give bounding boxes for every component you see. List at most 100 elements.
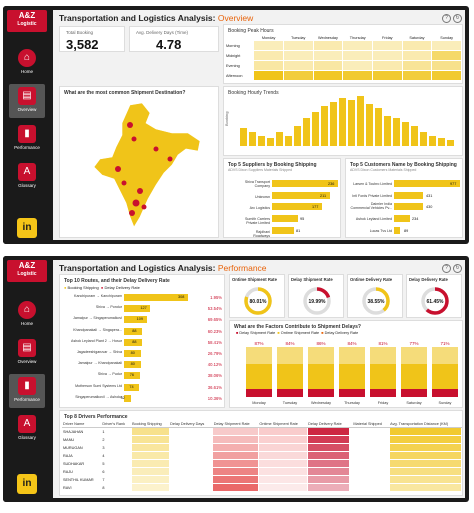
factor-bar-ontime[interactable] (339, 364, 365, 389)
peak-cell[interactable] (312, 70, 344, 81)
driver-row[interactable]: SHAJAHAN 1 (62, 427, 463, 436)
nav-performance[interactable]: ▮ Performance (9, 122, 45, 156)
route-row[interactable]: Jamalpur → Singaperumalkovi 109 69.65% (60, 314, 226, 325)
factors-chart[interactable]: 87% Monday 84% Tuesday 86% Wednesday 84% Thursd… (230, 337, 464, 409)
driver-row[interactable]: MURUGAN 3 (62, 443, 463, 452)
route-row[interactable]: Ashok Leyland Plant 2 → Hosur 88 58.41% (60, 337, 226, 348)
route-row[interactable]: Kanchipuram → Kanchipuram 308 1.95% (60, 292, 226, 303)
factor-bar-top[interactable] (308, 347, 334, 364)
help-icon[interactable]: ? (442, 264, 451, 273)
factor-bar-delay[interactable] (370, 389, 396, 397)
trend-bar[interactable] (366, 104, 373, 146)
factor-bar-top[interactable] (246, 347, 272, 364)
peak-cell[interactable] (342, 50, 374, 61)
peak-cell[interactable] (253, 40, 284, 51)
factor-bar-ontime[interactable] (370, 364, 396, 389)
route-row[interactable]: Shiva → Pudur 76 38.06% (60, 370, 226, 381)
trend-bar[interactable] (375, 108, 382, 146)
trend-bar[interactable] (267, 138, 274, 146)
india-map[interactable] (60, 99, 220, 239)
factor-bar-ontime[interactable] (277, 364, 303, 389)
trend-bar[interactable] (330, 102, 337, 146)
peak-cell[interactable] (342, 40, 374, 51)
rate-ring[interactable]: 61.45% (407, 284, 463, 318)
factor-bar-ontime[interactable] (401, 364, 427, 389)
trend-bar[interactable] (240, 128, 247, 146)
peak-cell[interactable] (253, 60, 284, 71)
factor-bar-delay[interactable] (246, 389, 272, 397)
peak-cell[interactable] (282, 40, 314, 51)
factor-bar-top[interactable] (370, 347, 396, 364)
peak-cell[interactable] (372, 50, 403, 61)
trend-bar[interactable] (411, 126, 418, 146)
driver-row[interactable]: SUDHAKAR 5 (62, 459, 463, 468)
peak-cell[interactable] (342, 70, 374, 81)
trend-bar[interactable] (429, 136, 436, 146)
peak-cell[interactable] (312, 60, 344, 71)
factor-bar-top[interactable] (432, 347, 458, 364)
peak-cell[interactable] (401, 70, 433, 81)
peak-cell[interactable] (253, 50, 284, 61)
trend-bar[interactable] (258, 136, 265, 146)
factor-bar-top[interactable] (277, 347, 303, 364)
factor-bar-delay[interactable] (401, 389, 427, 397)
trend-bar[interactable] (393, 118, 400, 146)
route-row[interactable]: Khandpanakali → Singapera... 88 60.23% (60, 326, 226, 337)
rate-ring[interactable]: 80.01% (230, 284, 286, 318)
trend-bar[interactable] (312, 112, 319, 146)
route-row[interactable]: Jamalpur → Khandpanakali 80 40.12% (60, 359, 226, 370)
refresh-icon[interactable]: ↻ (453, 264, 462, 273)
nav-performance[interactable]: ▮ Performance (9, 374, 45, 408)
peak-cell[interactable] (253, 70, 284, 81)
factor-bar-ontime[interactable] (246, 364, 272, 389)
nav-home[interactable]: ⌂ Home (9, 298, 45, 332)
routes-chart[interactable]: Kanchipuram → Kanchipuram 308 1.95% Shiva →… (60, 292, 226, 404)
trend-bar[interactable] (420, 132, 427, 146)
peak-cell[interactable] (431, 50, 462, 61)
refresh-icon[interactable]: ↻ (453, 14, 462, 23)
driver-row[interactable]: SENTHIL KUMAR 7 (62, 475, 463, 484)
drivers-header[interactable]: Driver Name (62, 421, 102, 428)
customers-bar-chart[interactable]: Larsen & Toubro Limited Intl Fords Priva… (346, 173, 464, 239)
rate-ring[interactable]: 19.99% (289, 284, 345, 318)
trend-bar[interactable] (303, 118, 310, 146)
peak-cell[interactable] (431, 70, 462, 81)
trend-bar[interactable] (285, 136, 292, 146)
trend-bar[interactable] (321, 106, 328, 146)
route-row[interactable]: Jagadeeshigaruvar → Shiva 80 26.79% (60, 348, 226, 359)
peak-cell[interactable] (282, 50, 314, 61)
nav-home[interactable]: ⌂ Home (9, 46, 45, 80)
peak-cell[interactable] (372, 70, 403, 81)
trend-bar[interactable] (438, 138, 445, 146)
trend-bar[interactable] (384, 116, 391, 146)
peak-cell[interactable] (342, 60, 374, 71)
trend-bar[interactable] (447, 140, 454, 146)
route-row[interactable]: Motherson Sumi Systems Ltd 74 36.61% (60, 382, 226, 393)
trend-bar[interactable] (294, 126, 301, 146)
drivers-header[interactable]: Driver's Rank (101, 421, 132, 428)
trend-bar[interactable] (357, 96, 364, 146)
peak-cell[interactable] (372, 40, 403, 51)
rate-ring[interactable]: 38.55% (348, 284, 404, 318)
driver-row[interactable]: RAJU 6 (62, 467, 463, 476)
nav-glossary[interactable]: A Glossary (9, 160, 45, 194)
booking-trends-chart[interactable]: Booking (224, 96, 464, 156)
trend-bar[interactable] (276, 132, 283, 146)
trend-bar[interactable] (339, 98, 346, 146)
linkedin-icon[interactable]: in (17, 218, 37, 238)
peak-cell[interactable] (312, 50, 344, 61)
factor-bar-delay[interactable] (432, 389, 458, 397)
trend-bar[interactable] (348, 100, 355, 146)
nav-glossary[interactable]: A Glossary (9, 412, 45, 446)
factor-bar-ontime[interactable] (308, 364, 334, 389)
peak-cell[interactable] (431, 60, 462, 71)
help-icon[interactable]: ? (442, 14, 451, 23)
nav-overview[interactable]: ▤ Overview (9, 84, 45, 118)
factor-bar-delay[interactable] (308, 389, 334, 397)
linkedin-icon[interactable]: in (17, 474, 37, 494)
peak-cell[interactable] (431, 40, 462, 51)
driver-row[interactable]: RAVI 8 (62, 483, 463, 492)
trend-bar[interactable] (402, 122, 409, 146)
driver-row[interactable]: RAJA 4 (62, 451, 463, 460)
